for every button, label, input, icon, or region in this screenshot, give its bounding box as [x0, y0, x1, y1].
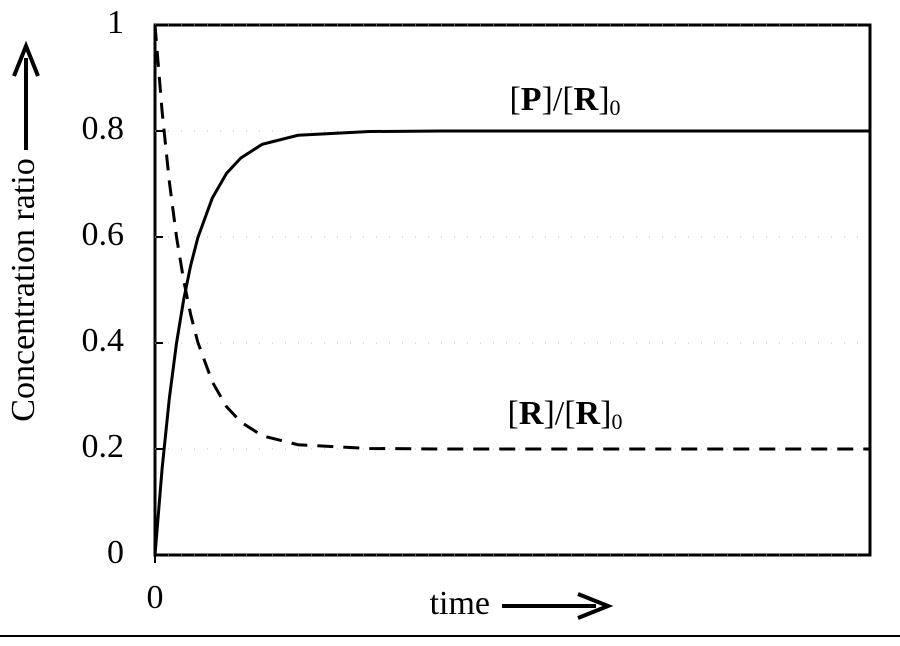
y-tick-label: 0.4: [82, 322, 125, 359]
x-axis-label: time: [430, 585, 490, 622]
series-label: [P]/[R]0: [509, 81, 620, 120]
series-label: [R]/[R]0: [508, 395, 623, 434]
y-tick-label: 0.8: [82, 110, 125, 147]
y-tick-label: 1: [107, 4, 124, 41]
y-tick-label: 0.6: [82, 216, 125, 253]
data-line: [153, 24, 870, 451]
plot-frame: [153, 23, 872, 557]
x-tick-label: 0: [147, 579, 164, 616]
y-tick-label: 0.2: [82, 428, 125, 465]
x-axis-arrow: [502, 592, 614, 620]
data-line: [153, 129, 870, 556]
y-tick-label: 0: [107, 534, 124, 571]
y-axis-arrow: [12, 40, 40, 150]
y-axis-label: Concentration ratio: [5, 158, 42, 421]
